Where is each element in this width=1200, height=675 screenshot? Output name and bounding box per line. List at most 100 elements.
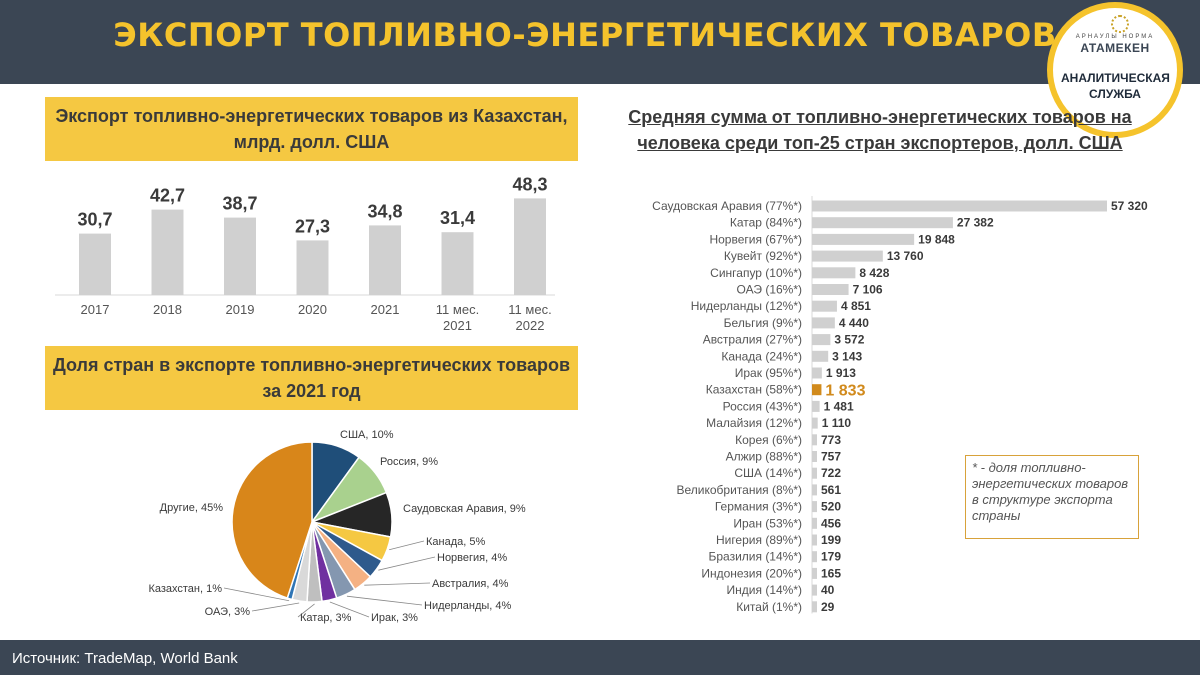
bar: [812, 400, 820, 412]
category-label: Корея (6%*): [735, 433, 802, 447]
bar: [812, 317, 835, 329]
data-label: 7 106: [853, 283, 883, 297]
leader-line: [251, 602, 300, 612]
bar: [812, 300, 837, 312]
bar: [812, 467, 817, 479]
slice-label: Ирак, 3%: [371, 612, 418, 624]
data-label: 3 572: [834, 333, 864, 347]
hbar-chart-title: Средняя сумма от топливно-энергетических…: [628, 107, 1132, 153]
bar: [812, 334, 831, 346]
slice-label: Казахстан, 1%: [148, 583, 222, 595]
ornament-icon: [1111, 15, 1129, 33]
category-label: Бельгия (9%*): [724, 316, 802, 330]
data-label: 4 851: [841, 299, 871, 313]
data-label: 31,4: [440, 208, 475, 228]
bar: [441, 232, 474, 295]
data-label: 1 481: [824, 399, 854, 413]
category-label: Великобритания (8%*): [677, 483, 803, 497]
bar: [812, 601, 817, 613]
per-capita-bar-chart: Саудовская Аравия (77%*) 57 320 Катар (84%…: [652, 196, 1148, 614]
bar: [812, 451, 817, 462]
bar: [812, 233, 915, 245]
slice-label: Россия, 9%: [380, 456, 438, 468]
bar: [812, 517, 817, 529]
leader-line: [346, 595, 423, 606]
footer-bar: Источник: TradeMap, World Bank: [0, 640, 1200, 675]
leader-line: [378, 556, 436, 571]
tick-label: 11 мес.: [436, 302, 479, 317]
bar: [812, 384, 822, 396]
bar: [79, 233, 111, 295]
category-label: Германия (3%*): [715, 500, 802, 514]
bar: [812, 200, 1107, 212]
category-label: Малайзия (12%*): [706, 416, 802, 430]
data-label: 42,7: [150, 186, 185, 206]
data-label: 19 848: [918, 232, 955, 246]
category-label: США (14%*): [734, 466, 802, 480]
bar: [812, 434, 817, 446]
category-label: Индонезия (20%*): [701, 566, 802, 580]
footnote-box: * - доля топливно-энергетических товаров…: [965, 455, 1139, 539]
bar: [296, 240, 329, 295]
data-label: 199: [821, 533, 841, 547]
leader-line: [389, 540, 425, 551]
category-label: Катар (84%*): [730, 216, 802, 230]
header-bar: ЭКСПОРТ ТОПЛИВНО-ЭНЕРГЕТИЧЕСКИХ ТОВАРОВ: [0, 0, 1200, 84]
slice-label: Другие, 45%: [160, 502, 224, 514]
data-label: 3 143: [832, 349, 862, 363]
data-label: 179: [821, 550, 841, 564]
data-label: 561: [821, 483, 841, 497]
data-label: 38,7: [222, 194, 257, 214]
data-label: 13 760: [887, 249, 924, 263]
data-label: 456: [821, 516, 841, 530]
category-label: Индия (14%*): [727, 583, 802, 597]
data-label: 757: [821, 450, 841, 464]
bar: [812, 567, 817, 579]
source-text: Источник: TradeMap, World Bank: [12, 650, 238, 667]
category-label: Сингапур (10%*): [710, 266, 802, 280]
category-label: Алжир (88%*): [726, 450, 802, 464]
category-label: Саудовская Аравия (77%*): [652, 199, 802, 213]
tick-label: 2021: [443, 318, 472, 333]
bar: [812, 350, 829, 362]
category-label: Кувейт (92%*): [724, 249, 802, 263]
bar: [812, 484, 817, 496]
leader-line: [223, 587, 290, 602]
atameken-logo: АРНАУЛЫ НОРМА АТАМЕКЕН АНАЛИТИЧЕСКАЯ СЛУ…: [1047, 2, 1183, 138]
bar: [224, 217, 256, 295]
slice-label: США, 10%: [340, 429, 394, 441]
category-label: Норвегия (67%*): [709, 232, 802, 246]
data-label: 165: [821, 566, 841, 580]
data-label: 40: [821, 583, 835, 597]
leader-line: [329, 601, 370, 618]
slice-label: Нидерланды, 4%: [424, 600, 512, 612]
data-label: 27 382: [957, 216, 994, 230]
bar: [812, 417, 818, 429]
bar: [151, 209, 184, 295]
slice-label: Саудовская Аравия, 9%: [403, 503, 526, 515]
data-label: 1 913: [826, 366, 856, 380]
bar: [514, 198, 546, 295]
slice-label: Австралия, 4%: [432, 578, 509, 590]
tick-label: 2017: [81, 302, 110, 317]
bar: [812, 501, 817, 513]
data-label: 48,3: [512, 174, 547, 194]
data-label: 520: [821, 500, 841, 514]
export-bar-chart: 30,7 2017 42,7 2018 38,7 2019 27,3 2020 34,8 2021…: [55, 174, 555, 333]
bar: [812, 267, 856, 279]
tick-label: 2020: [298, 302, 327, 317]
pie-chart-title: Доля стран в экспорте топливно-энергетич…: [45, 346, 578, 410]
data-label: 57 320: [1111, 199, 1148, 213]
bar: [812, 217, 953, 229]
bar: [812, 367, 822, 379]
data-label: 8 428: [859, 266, 889, 280]
data-label: 34,8: [367, 201, 402, 221]
category-label: Россия (43%*): [723, 399, 802, 413]
data-label: 29: [821, 600, 835, 614]
slice-label: Норвегия, 4%: [437, 552, 507, 564]
category-label: Ирак (95%*): [735, 366, 802, 380]
bar: [812, 584, 817, 596]
bar: [812, 551, 817, 563]
bar: [812, 250, 883, 262]
data-label: 27,3: [295, 216, 330, 236]
